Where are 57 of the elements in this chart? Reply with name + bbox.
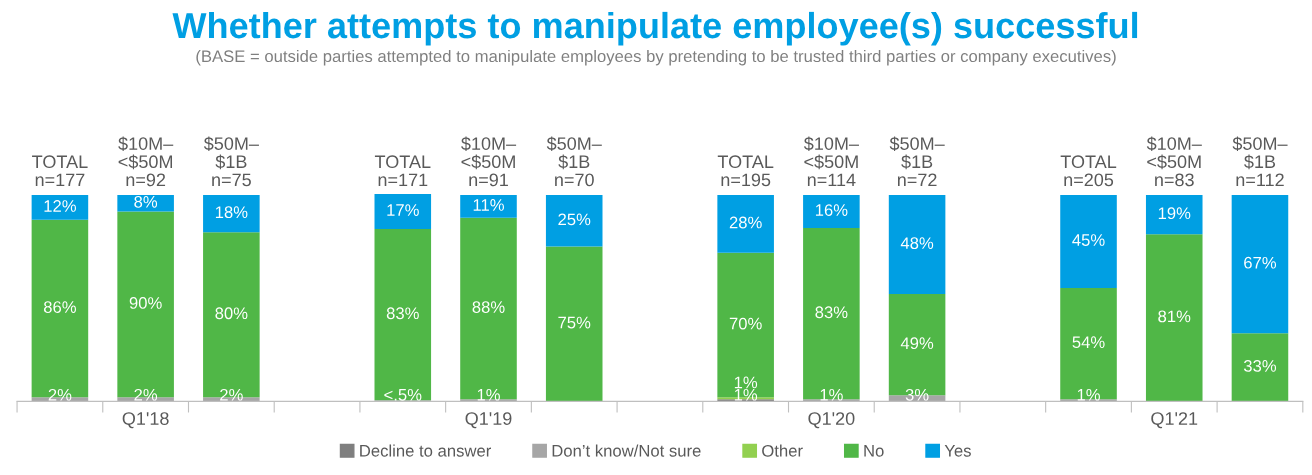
data-label: 1% <box>1077 388 1100 401</box>
data-label: 49% <box>900 337 934 350</box>
data-label: 2% <box>48 388 72 401</box>
legend-label: No <box>864 445 884 457</box>
x-tick-label: TOTAL n=177 <box>32 155 88 187</box>
data-label: 90% <box>129 297 162 309</box>
chart-subtitle: (BASE = outside parties attempted to manipulate employees by pretending to be trusted third parties or company executives) <box>196 49 1116 66</box>
data-label: 45% <box>1072 234 1105 246</box>
data-label: 33% <box>1243 360 1277 372</box>
x-tick-label: $10M– <$50M n=92 <box>118 136 174 187</box>
text: Q1'21 <box>1151 412 1198 429</box>
data-label: 70% <box>729 317 762 330</box>
data-label: 2% <box>134 388 158 401</box>
data-label: 28% <box>729 216 762 229</box>
x-tick-label: TOTAL n=205 <box>1060 155 1117 187</box>
chart-title: Whether attempts to manipulate employee(s) successful <box>172 11 1138 46</box>
data-label: 25% <box>558 213 591 226</box>
data-label: 54% <box>1072 336 1105 349</box>
data-label: 2% <box>220 388 243 401</box>
data-label: 67% <box>1244 256 1277 269</box>
x-tick-label: $10M– <$50M n=114 <box>803 136 859 187</box>
data-label: 83% <box>815 306 848 319</box>
data-label: 1% <box>734 388 758 401</box>
data-label: 48% <box>900 237 934 250</box>
data-label: 19% <box>1158 207 1191 220</box>
text: Q1'19 <box>465 412 512 429</box>
data-label: 18% <box>215 206 248 219</box>
data-label: 17% <box>387 204 419 216</box>
data-label: 86% <box>43 301 76 313</box>
x-tick-label: $50M– $1B n=72 <box>889 136 945 187</box>
legend-label: Don’t know/Not sure <box>552 444 701 457</box>
data-label: 12% <box>44 200 76 212</box>
legend-label: Yes <box>944 445 971 457</box>
x-tick-label: TOTAL n=171 <box>374 155 431 187</box>
data-label: 1% <box>477 388 500 401</box>
data-label: 3% <box>905 388 929 401</box>
legend-label: Other <box>762 444 803 457</box>
x-tick-label: $10M– <$50M n=91 <box>461 136 517 187</box>
data-label: 8% <box>134 195 158 208</box>
x-tick-label: $10M– <$50M n=83 <box>1146 136 1202 187</box>
x-tick-label: TOTAL n=195 <box>717 155 774 187</box>
data-label: 16% <box>815 204 848 216</box>
text: Q1'18 <box>122 412 169 429</box>
x-tick-label: $50M– $1B n=75 <box>203 136 259 187</box>
legend-label: Decline to answer <box>360 444 492 457</box>
data-label: 1% <box>820 388 843 401</box>
data-label: 80% <box>215 307 248 320</box>
data-label: 11% <box>473 199 504 211</box>
data-label: 1% <box>734 376 758 389</box>
data-label: 75% <box>558 316 591 329</box>
data-label: 81% <box>1158 310 1191 323</box>
x-tick-label: $50M– $1B n=70 <box>546 136 602 187</box>
data-label: <.5% <box>384 388 422 401</box>
data-label: 83% <box>386 307 419 320</box>
text: Q1'20 <box>808 412 855 429</box>
data-label: 88% <box>472 301 505 313</box>
x-tick-label: $50M– $1B n=112 <box>1232 136 1288 187</box>
